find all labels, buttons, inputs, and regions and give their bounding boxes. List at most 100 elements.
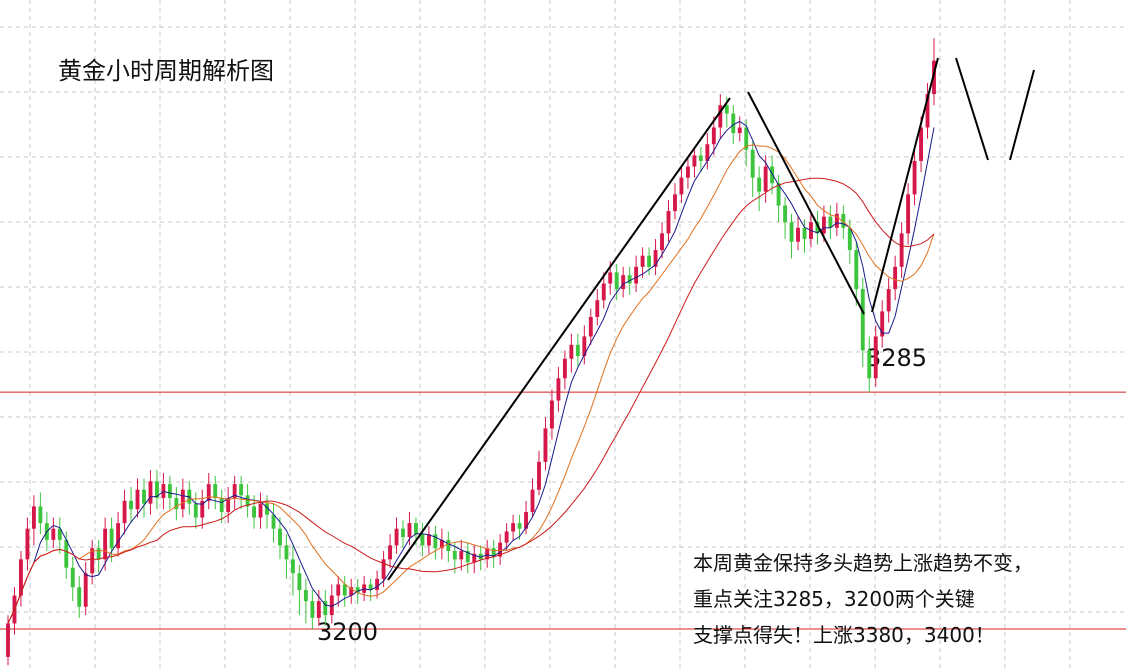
candle-body: [70, 567, 75, 588]
candle-body: [265, 503, 269, 515]
candle-body: [582, 336, 587, 356]
candle: [109, 517, 114, 563]
candle-body: [329, 595, 334, 616]
candle-body: [213, 484, 218, 499]
candle: [601, 272, 606, 309]
candle-body: [64, 539, 69, 568]
candle-body: [550, 400, 554, 429]
candle-body: [886, 289, 891, 312]
candle-body: [776, 183, 781, 206]
candle: [226, 486, 231, 524]
candle-body: [472, 553, 477, 563]
candle: [258, 492, 263, 529]
candle: [394, 517, 399, 554]
candle: [478, 545, 483, 571]
candle: [116, 511, 121, 557]
candle-body: [673, 194, 677, 212]
candle-body: [796, 227, 800, 242]
candle-body: [401, 528, 405, 538]
candle-body: [899, 233, 904, 267]
candle-body: [562, 358, 567, 379]
candle: [142, 478, 146, 518]
candle-body: [245, 495, 250, 507]
candle: [38, 492, 43, 535]
candle-body: [601, 283, 606, 301]
candle: [783, 197, 788, 239]
candle: [219, 489, 224, 524]
candle: [925, 82, 930, 139]
candle-body: [38, 506, 43, 524]
candle-body: [679, 177, 684, 195]
candle: [426, 525, 431, 554]
trend-layer: [387, 57, 1035, 581]
candle-body: [420, 534, 425, 546]
candle-body: [103, 528, 108, 560]
candle-body: [206, 484, 211, 501]
candle: [323, 589, 328, 627]
candle-body: [252, 506, 257, 518]
candle: [744, 119, 749, 167]
candle-body: [912, 160, 917, 195]
candle: [200, 489, 205, 529]
candle-body: [284, 545, 289, 560]
candle: [562, 350, 567, 390]
projection-line-down: [955, 57, 989, 161]
candle-body: [925, 94, 930, 128]
candle-body: [711, 127, 716, 145]
candle: [595, 289, 600, 326]
candle-body: [595, 300, 600, 317]
candle-body: [90, 548, 95, 574]
candle: [388, 534, 392, 568]
candle: [103, 517, 108, 571]
candle: [543, 417, 548, 471]
candle: [653, 238, 658, 276]
candle: [420, 523, 425, 557]
candle: [634, 255, 639, 292]
candle-body: [821, 216, 826, 234]
candle: [303, 578, 308, 624]
candle: [582, 325, 587, 365]
candle-body: [258, 503, 263, 518]
support-level-label-3200: 3200: [317, 618, 378, 646]
candle-body: [25, 528, 30, 560]
candle: [802, 219, 807, 253]
annotation-line-1: 本周黄金保持多头趋势上涨趋势不变，: [693, 551, 1033, 575]
candle: [245, 484, 250, 518]
candle-body: [271, 514, 276, 529]
candle-body: [757, 177, 762, 192]
candle-body: [239, 484, 244, 496]
candle: [660, 222, 664, 259]
candle-body: [290, 559, 295, 574]
candle: [96, 539, 101, 574]
candle-body: [569, 344, 574, 359]
candle-body: [511, 523, 516, 532]
candle: [329, 584, 334, 624]
candle: [673, 183, 677, 220]
candle-body: [426, 534, 431, 546]
candle: [588, 308, 593, 345]
candle-body: [524, 511, 528, 529]
candle: [621, 266, 626, 298]
trend-line-drop: [747, 91, 865, 315]
candle: [504, 523, 509, 551]
candle: [912, 149, 917, 206]
candle-body: [375, 578, 380, 590]
candle: [129, 486, 133, 524]
annotation-line-2: 重点关注3285，3200两个关键: [693, 587, 975, 611]
candle-body: [783, 205, 788, 223]
candle-body: [310, 601, 315, 618]
candle: [57, 517, 62, 554]
candle: [77, 576, 82, 618]
candle: [517, 514, 522, 540]
candle-body: [31, 506, 36, 529]
candle: [530, 478, 535, 518]
candle-body: [349, 587, 354, 596]
candle-body: [83, 573, 88, 607]
candle: [239, 475, 244, 510]
candle: [342, 576, 347, 607]
candle-body: [556, 378, 561, 401]
